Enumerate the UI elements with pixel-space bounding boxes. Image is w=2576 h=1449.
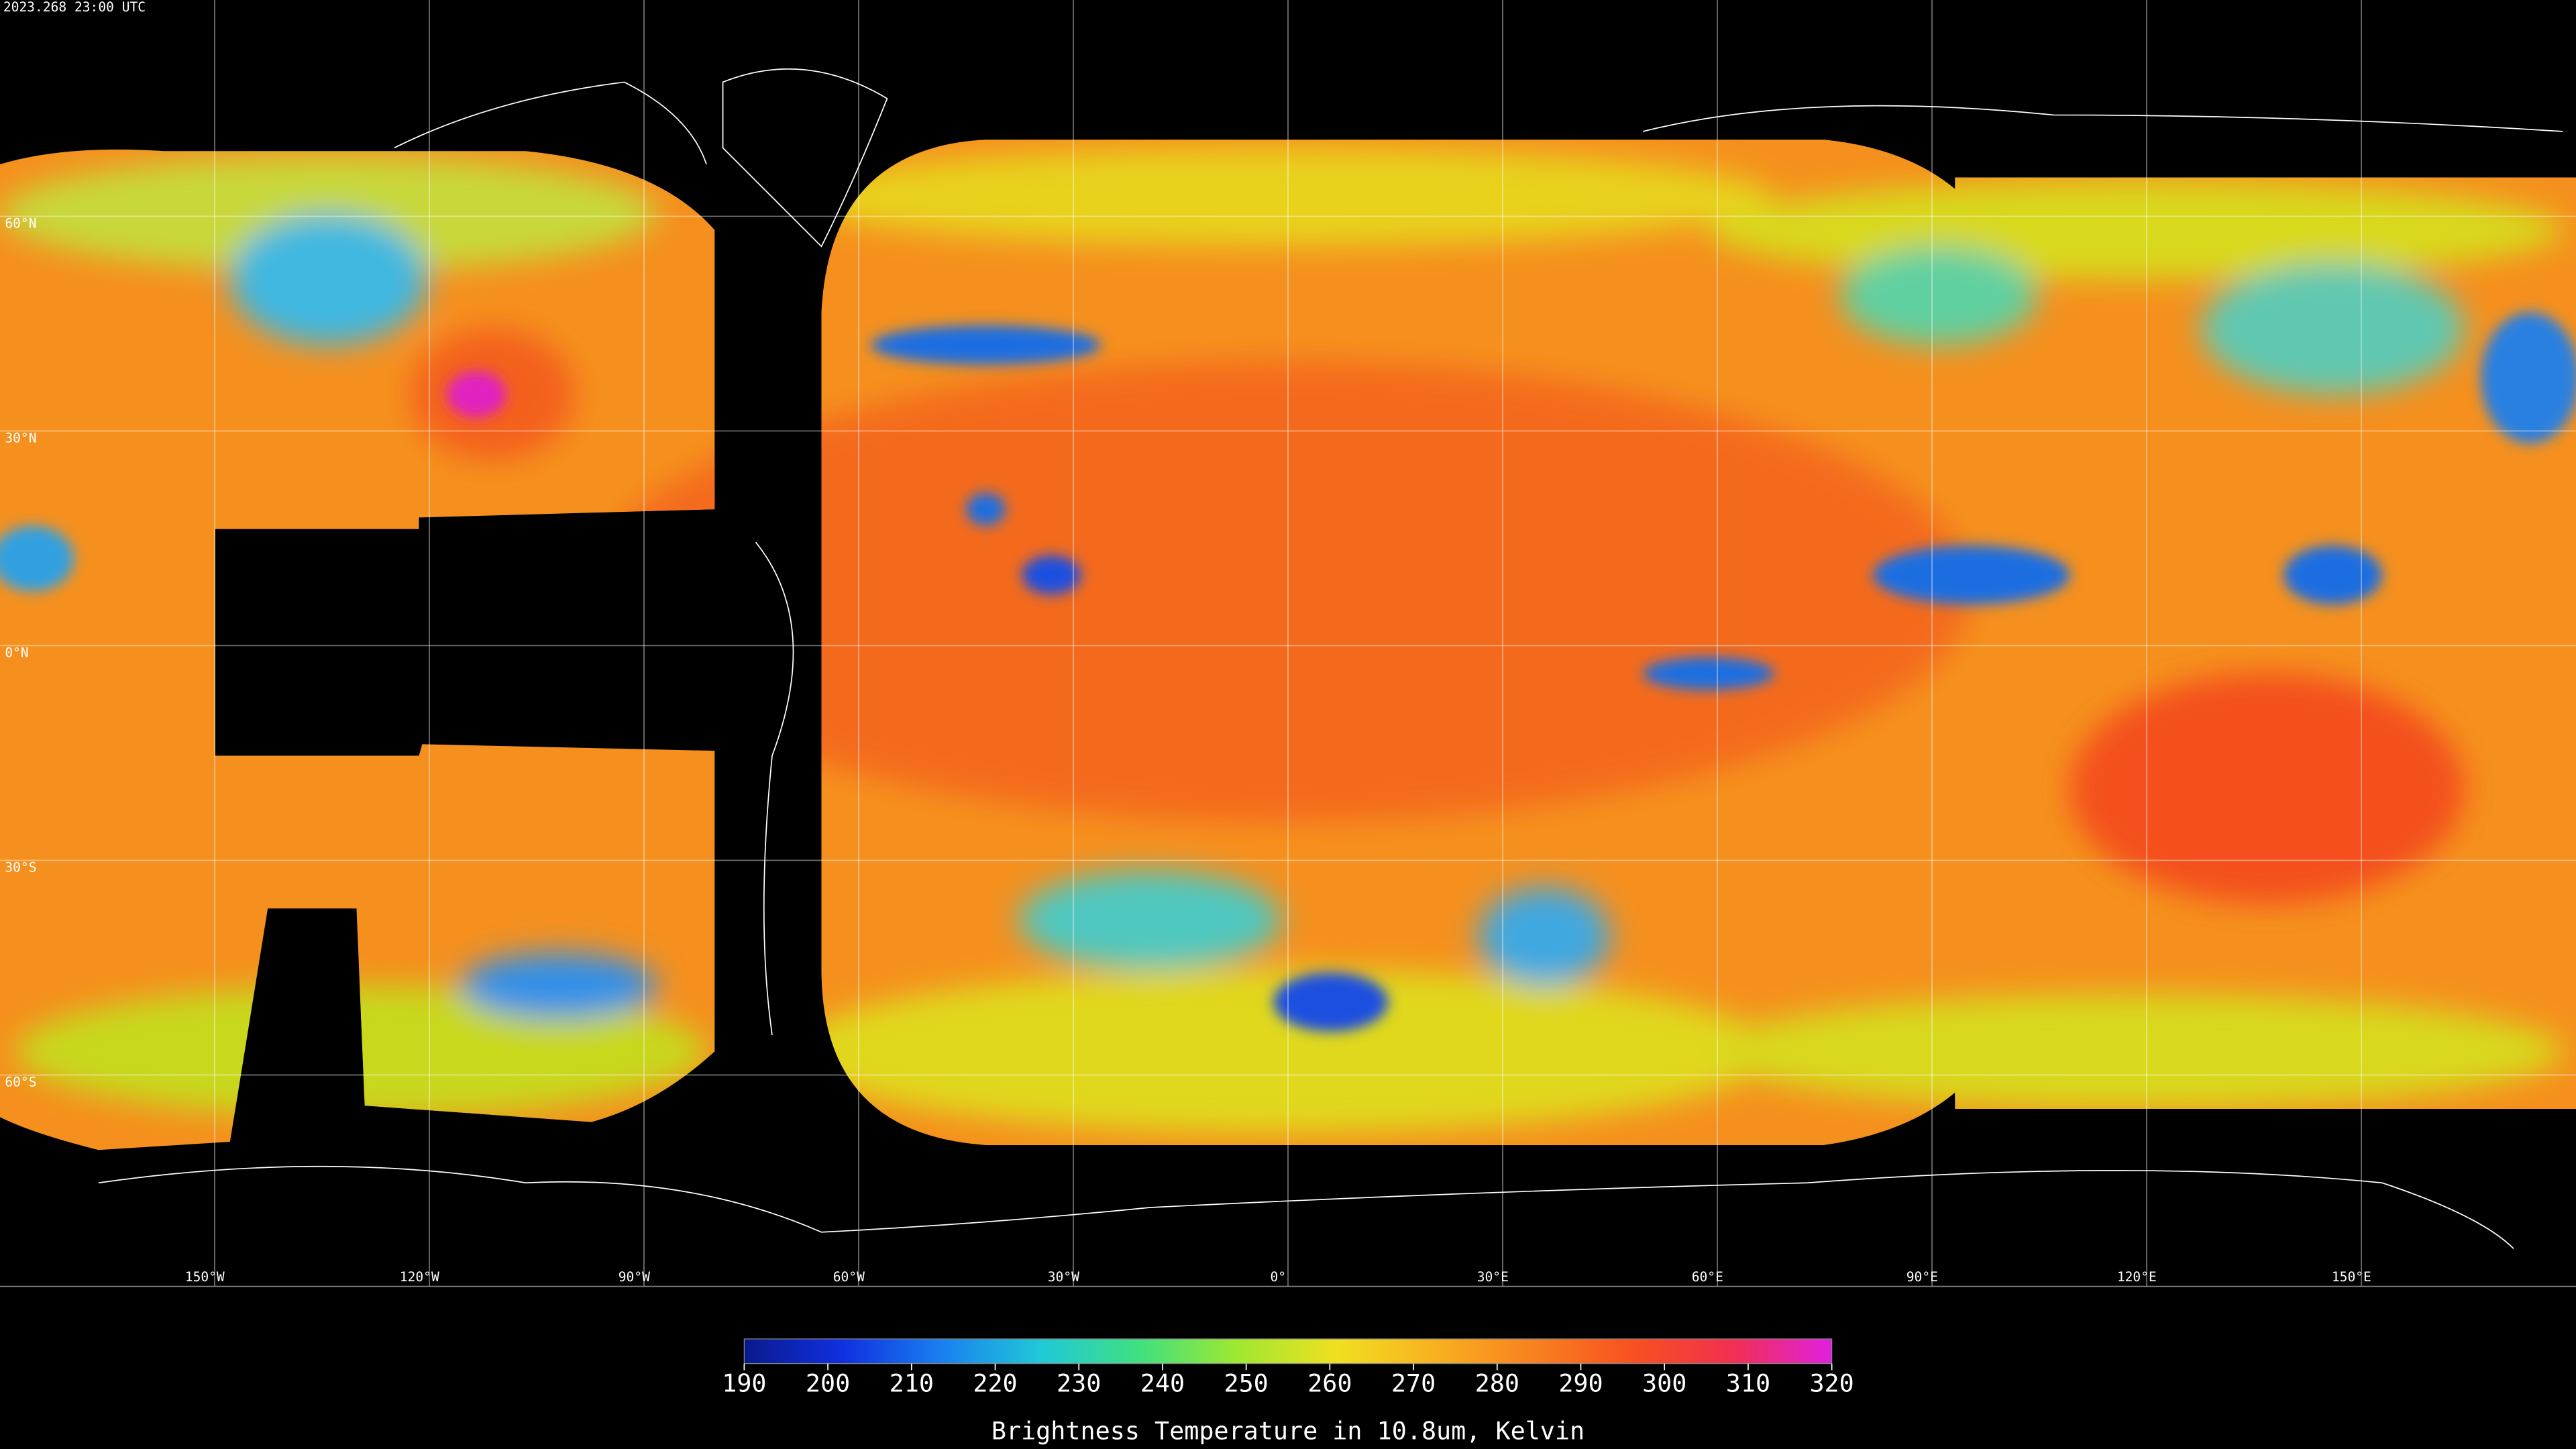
colorbar-tick-label: 320 xyxy=(1809,1368,1854,1397)
colorbar-tick-label: 210 xyxy=(890,1368,934,1397)
lon-label: 30°W xyxy=(1048,1269,1079,1285)
colorbar-tick-label: 230 xyxy=(1057,1368,1101,1397)
lon-label: 60°E xyxy=(1692,1269,1723,1285)
coastlines xyxy=(98,68,2563,1249)
lon-label: 120°W xyxy=(400,1269,439,1285)
lat-label: 0°N xyxy=(5,645,28,661)
lon-label: 90°W xyxy=(619,1269,650,1285)
colorbar-tick-label: 300 xyxy=(1642,1368,1686,1397)
graticule xyxy=(0,0,2576,1287)
colorbar xyxy=(743,1338,1833,1364)
colorbar-tick-label: 260 xyxy=(1307,1368,1352,1397)
lon-label: 150°E xyxy=(2332,1269,2371,1285)
lon-label: 60°W xyxy=(833,1269,865,1285)
lon-label: 120°E xyxy=(2117,1269,2157,1285)
lon-label: 0° xyxy=(1271,1269,1287,1285)
colorbar-tick-label: 250 xyxy=(1224,1368,1268,1397)
imagery xyxy=(0,140,2576,1150)
timestamp: 2023.268 23:00 UTC xyxy=(3,0,146,15)
lat-label: 30°S xyxy=(5,860,36,875)
lon-label: 90°E xyxy=(1907,1269,1938,1285)
lon-label: 30°E xyxy=(1477,1269,1509,1285)
lat-label: 30°N xyxy=(5,431,36,446)
colorbar-tick-label: 310 xyxy=(1726,1368,1770,1397)
lat-label: 60°S xyxy=(5,1075,36,1090)
colorbar-label: Brightness Temperature in 10.8um, Kelvin xyxy=(991,1416,1585,1445)
lon-label: 150°W xyxy=(185,1269,225,1285)
lat-label: 60°N xyxy=(5,216,36,231)
colorbar-tick-label: 240 xyxy=(1140,1368,1185,1397)
colorbar-tick-label: 290 xyxy=(1558,1368,1603,1397)
colorbar-tick-label: 200 xyxy=(806,1368,850,1397)
colorbar-tick-label: 190 xyxy=(722,1368,766,1397)
colorbar-tick-label: 270 xyxy=(1391,1368,1436,1397)
colorbar-tick-label: 280 xyxy=(1475,1368,1519,1397)
colorbar-tick-label: 220 xyxy=(973,1368,1017,1397)
